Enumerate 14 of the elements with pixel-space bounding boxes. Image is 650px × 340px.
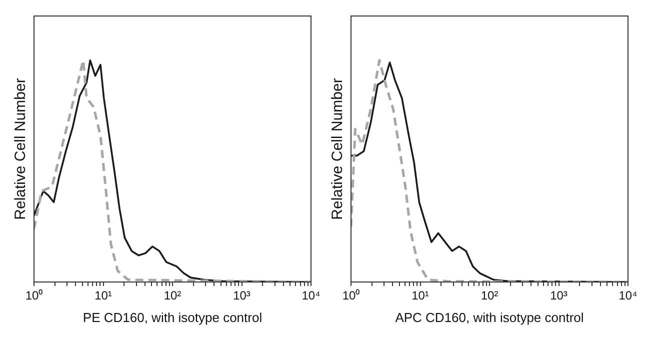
x-tick-label: 10⁴ [618,288,638,303]
x-tick-label: 10² [480,288,498,303]
x-tick-label: 10⁰ [25,288,43,303]
x-tick-label: 10⁴ [302,288,320,303]
x-tick-label: 10³ [233,288,250,303]
x-tick-label: 10¹ [94,288,112,303]
x-tick-label: 10⁰ [342,288,360,303]
x-axis-title: PE CD160, with isotype control [82,310,262,325]
x-axis-title: APC CD160, with isotype control [395,310,584,325]
x-tick-label: 10¹ [412,288,429,303]
y-axis-title: Relative Cell Number [12,78,30,220]
x-tick-label: 10² [164,288,182,303]
x-tick-label: 10³ [550,288,568,303]
y-axis-title: Relative Cell Number [329,78,346,220]
